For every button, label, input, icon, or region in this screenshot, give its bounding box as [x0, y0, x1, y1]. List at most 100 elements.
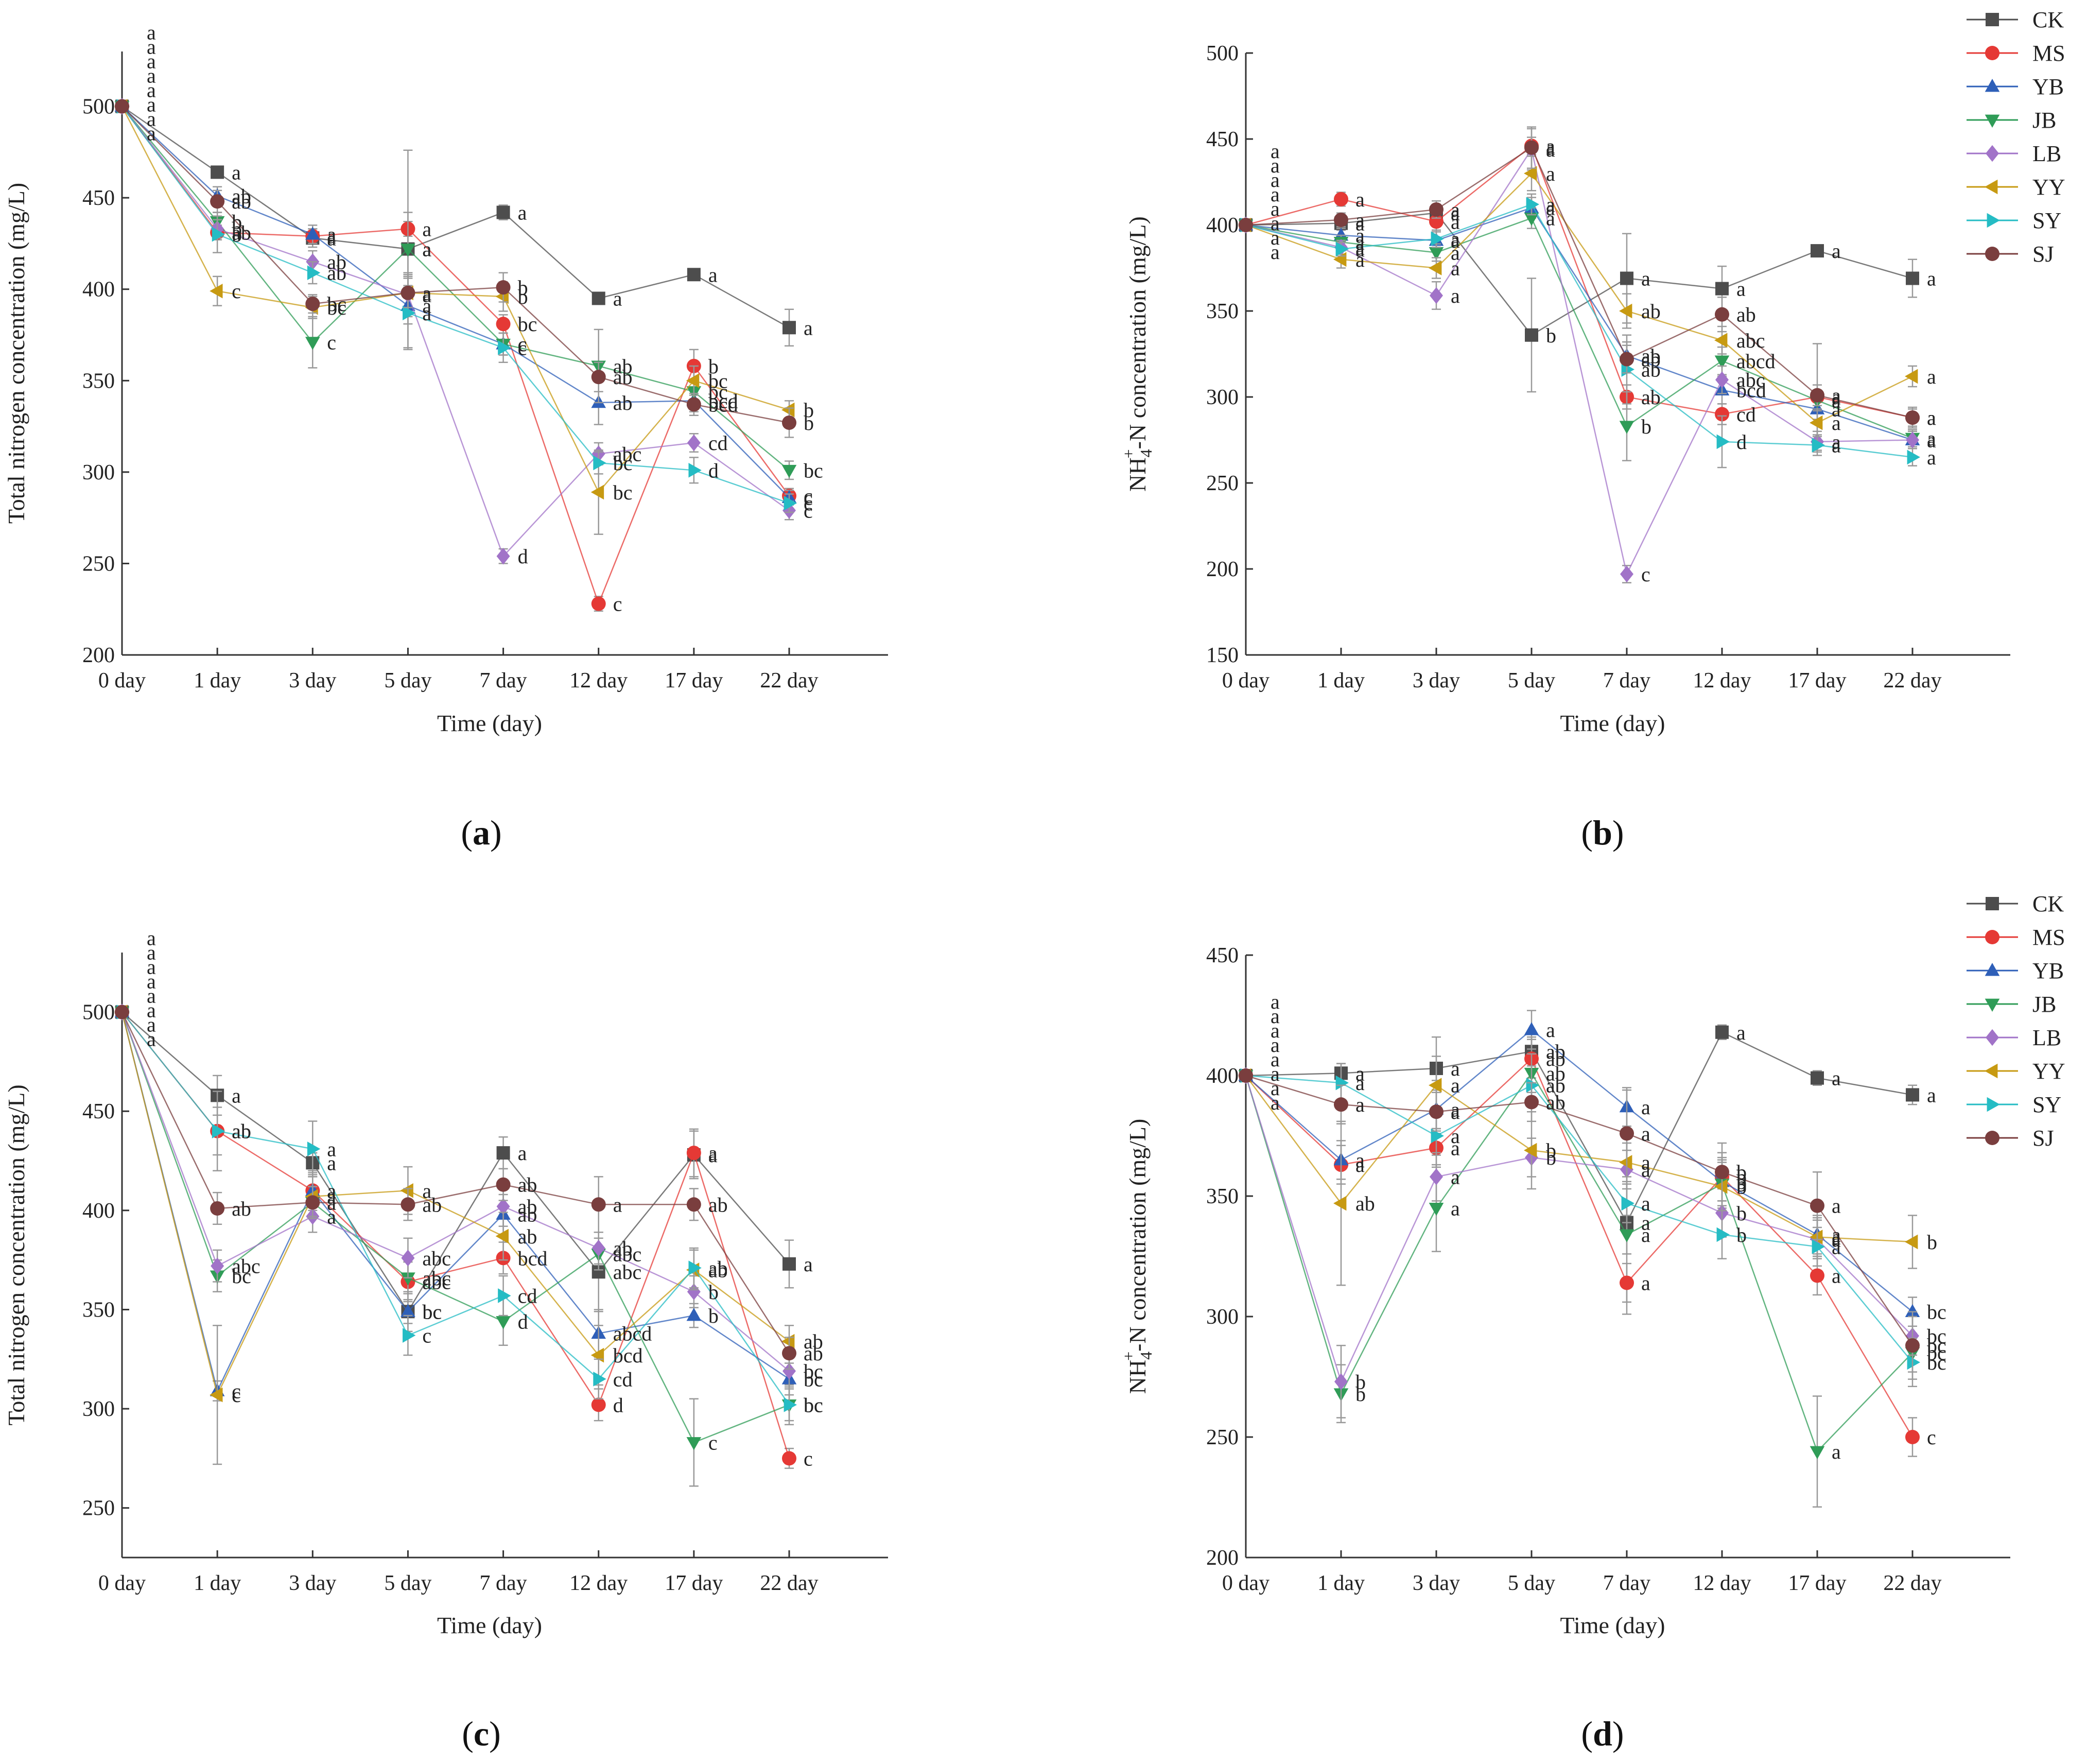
significance-label: d: [613, 1393, 623, 1416]
significance-label: a: [1451, 1074, 1460, 1097]
significance-label: bc: [327, 292, 346, 316]
y-tick-label: 450: [82, 186, 115, 210]
significance-label: c: [1927, 1426, 1936, 1449]
x-tick-label: 0 day: [1222, 1571, 1269, 1595]
y-tick-label: 250: [1206, 1426, 1239, 1449]
significance-label: a: [1832, 434, 1841, 457]
data-point-SY: [498, 1288, 511, 1303]
significance-label: a: [1832, 397, 1841, 421]
series-line-JB: [121, 106, 790, 471]
series-line-LB: [1245, 147, 1913, 576]
significance-label: a: [327, 1151, 336, 1174]
significance-label: ab: [804, 1342, 823, 1365]
significance-label: a: [1832, 1264, 1841, 1287]
significance-label: c: [804, 499, 813, 522]
data-point-MS: [1715, 407, 1729, 422]
significance-label: c: [1641, 563, 1650, 586]
data-point-YY: [1810, 1230, 1823, 1244]
x-tick-label: 22 day: [760, 1571, 818, 1595]
y-tick-label: 500: [1206, 42, 1239, 65]
series-line-YY: [1245, 172, 1913, 424]
significance-label: bc: [1927, 1324, 1946, 1347]
significance-label: a: [1451, 210, 1460, 233]
y-tick-label: 400: [82, 1199, 115, 1223]
significance-label: b: [1736, 1161, 1747, 1184]
significance-label: b: [1355, 1370, 1366, 1393]
significance-label: a: [1271, 197, 1280, 220]
significance-label: bc: [422, 1300, 442, 1323]
significance-label: ab: [613, 366, 633, 389]
significance-label: a: [1641, 1096, 1650, 1119]
x-axis-title: Time (day): [437, 710, 542, 736]
significance-label: ab: [518, 1173, 537, 1197]
data-point-SY: [593, 455, 606, 471]
significance-label: bc: [518, 313, 537, 336]
significance-label: abc: [613, 1243, 642, 1266]
significance-label: c: [518, 333, 527, 356]
data-point-SY: [1526, 1078, 1539, 1093]
significance-label: ab: [327, 262, 346, 285]
data-point-SJ: [305, 1195, 320, 1210]
significance-label: ab: [804, 1330, 823, 1353]
data-point-LB: [782, 1362, 796, 1380]
significance-label: a: [1927, 429, 1936, 452]
significance-label: c: [804, 492, 813, 515]
significance-label: a: [147, 941, 156, 964]
significance-label: a: [1355, 188, 1365, 211]
significance-label: a: [708, 263, 718, 286]
data-point-CK: [1906, 271, 1919, 285]
series-SY: [1240, 1063, 1920, 1387]
data-point-SY: [403, 1328, 416, 1343]
x-tick-label: 0 day: [98, 1571, 146, 1595]
y-tick-label: 250: [82, 1497, 115, 1520]
y-axis-title: Total nitrogen concentration (mg/L): [3, 1084, 29, 1425]
significance-label: a: [1355, 248, 1365, 271]
significance-label: bc: [1927, 1301, 1946, 1324]
y-tick-label: 400: [1206, 214, 1239, 237]
x-tick-label: 3 day: [289, 1571, 336, 1595]
significance-label: a: [147, 64, 156, 88]
significance-label: a: [1271, 154, 1280, 177]
data-point-CK: [1715, 282, 1729, 296]
data-point-SJ: [1429, 1104, 1443, 1119]
legend-label-YY: YY: [2032, 1059, 2065, 1084]
series-line-YB: [1245, 1029, 1913, 1312]
data-point-SJ: [115, 1005, 129, 1019]
x-tick-label: 0 day: [98, 669, 146, 693]
significance-label: a: [1451, 1100, 1460, 1123]
significance-label: bc: [804, 1360, 823, 1383]
significance-label: c: [232, 1379, 241, 1403]
significance-label: a: [327, 227, 336, 250]
significance-label: bc: [613, 452, 633, 475]
series-line-SJ: [121, 106, 790, 424]
chart-panel-c: 250 300 350 400 450 500 0 day 1 day 3 day 5 day 7 …: [3, 927, 888, 1753]
significance-label: a: [422, 302, 431, 325]
significance-label: a: [422, 1179, 431, 1202]
data-point-YY: [686, 373, 700, 388]
significance-label: a: [1927, 406, 1936, 429]
legend-marker-YY: [1985, 1063, 1998, 1079]
significance-label: bc: [804, 459, 823, 482]
significance-label: a: [1451, 241, 1460, 264]
series-line-CK: [121, 106, 790, 328]
significance-label: a: [1271, 183, 1280, 206]
data-point-YY: [1333, 1196, 1347, 1211]
data-point-MS: [1620, 1275, 1634, 1290]
significance-label: a: [1546, 197, 1555, 220]
significance-label: a: [1832, 386, 1841, 409]
series-line-SY: [121, 106, 790, 504]
significance-label: bc: [232, 1265, 251, 1288]
x-tick-label: 22 day: [1883, 669, 1941, 693]
data-point-SJ: [782, 1346, 796, 1361]
legend-label-SJ: SJ: [2032, 1126, 2054, 1151]
data-point-JB: [305, 337, 320, 350]
data-point-SY: [688, 462, 702, 478]
significance-label: c: [422, 1324, 431, 1347]
significance-label: bcd: [613, 1344, 643, 1367]
chart-panel-a: 200 250 300 350 400 450 500 0 day 1 day 3 day 5 da…: [3, 21, 888, 852]
significance-label: a: [1355, 231, 1365, 254]
data-point-CK: [496, 205, 510, 219]
series-line-YY: [121, 106, 790, 494]
data-point-SY: [1907, 1355, 1920, 1370]
significance-label: a: [1641, 1151, 1650, 1174]
